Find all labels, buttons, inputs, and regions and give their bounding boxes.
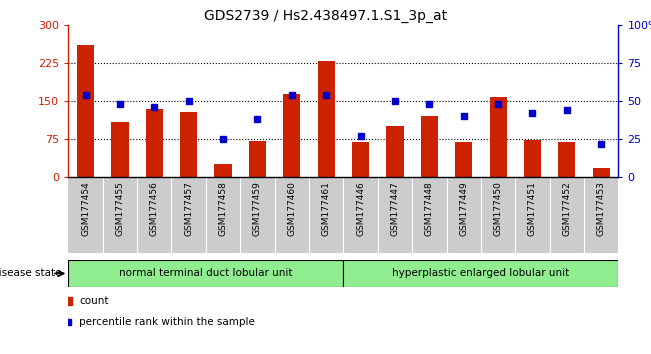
Text: GSM177451: GSM177451 [528,181,537,236]
Text: percentile rank within the sample: percentile rank within the sample [79,317,255,327]
Text: GSM177453: GSM177453 [597,181,606,236]
Bar [146,108,163,177]
Text: hyperplastic enlarged lobular unit: hyperplastic enlarged lobular unit [393,268,570,279]
Bar [421,116,438,177]
Text: GSM177450: GSM177450 [493,181,503,236]
Bar [344,260,618,287]
Text: GSM177456: GSM177456 [150,181,159,236]
Bar [318,61,335,177]
Bar [490,97,506,177]
Text: GSM177458: GSM177458 [219,181,228,236]
Bar [77,45,94,177]
Text: normal terminal duct lobular unit: normal terminal duct lobular unit [119,268,293,279]
Bar [559,143,575,177]
Text: GSM177452: GSM177452 [562,181,572,235]
Text: GSM177454: GSM177454 [81,181,90,235]
Text: GSM177460: GSM177460 [287,181,296,236]
Text: count: count [79,296,109,306]
Bar [68,177,618,253]
Bar [283,94,300,177]
Bar [455,143,473,177]
Text: GSM177446: GSM177446 [356,181,365,235]
Text: GSM177459: GSM177459 [253,181,262,236]
Text: GDS2739 / Hs2.438497.1.S1_3p_at: GDS2739 / Hs2.438497.1.S1_3p_at [204,9,447,23]
Text: GSM177447: GSM177447 [391,181,400,235]
Bar [524,141,541,177]
Bar [68,260,344,287]
Text: disease state: disease state [0,268,62,279]
Bar [352,143,369,177]
Bar [249,142,266,177]
Text: GSM177449: GSM177449 [459,181,468,235]
Text: GSM177461: GSM177461 [322,181,331,236]
Bar [111,122,128,177]
Bar [180,112,197,177]
Bar [592,168,610,177]
Text: GSM177455: GSM177455 [115,181,124,236]
Bar [214,164,232,177]
Bar [387,126,404,177]
Text: GSM177448: GSM177448 [425,181,434,235]
Text: GSM177457: GSM177457 [184,181,193,236]
